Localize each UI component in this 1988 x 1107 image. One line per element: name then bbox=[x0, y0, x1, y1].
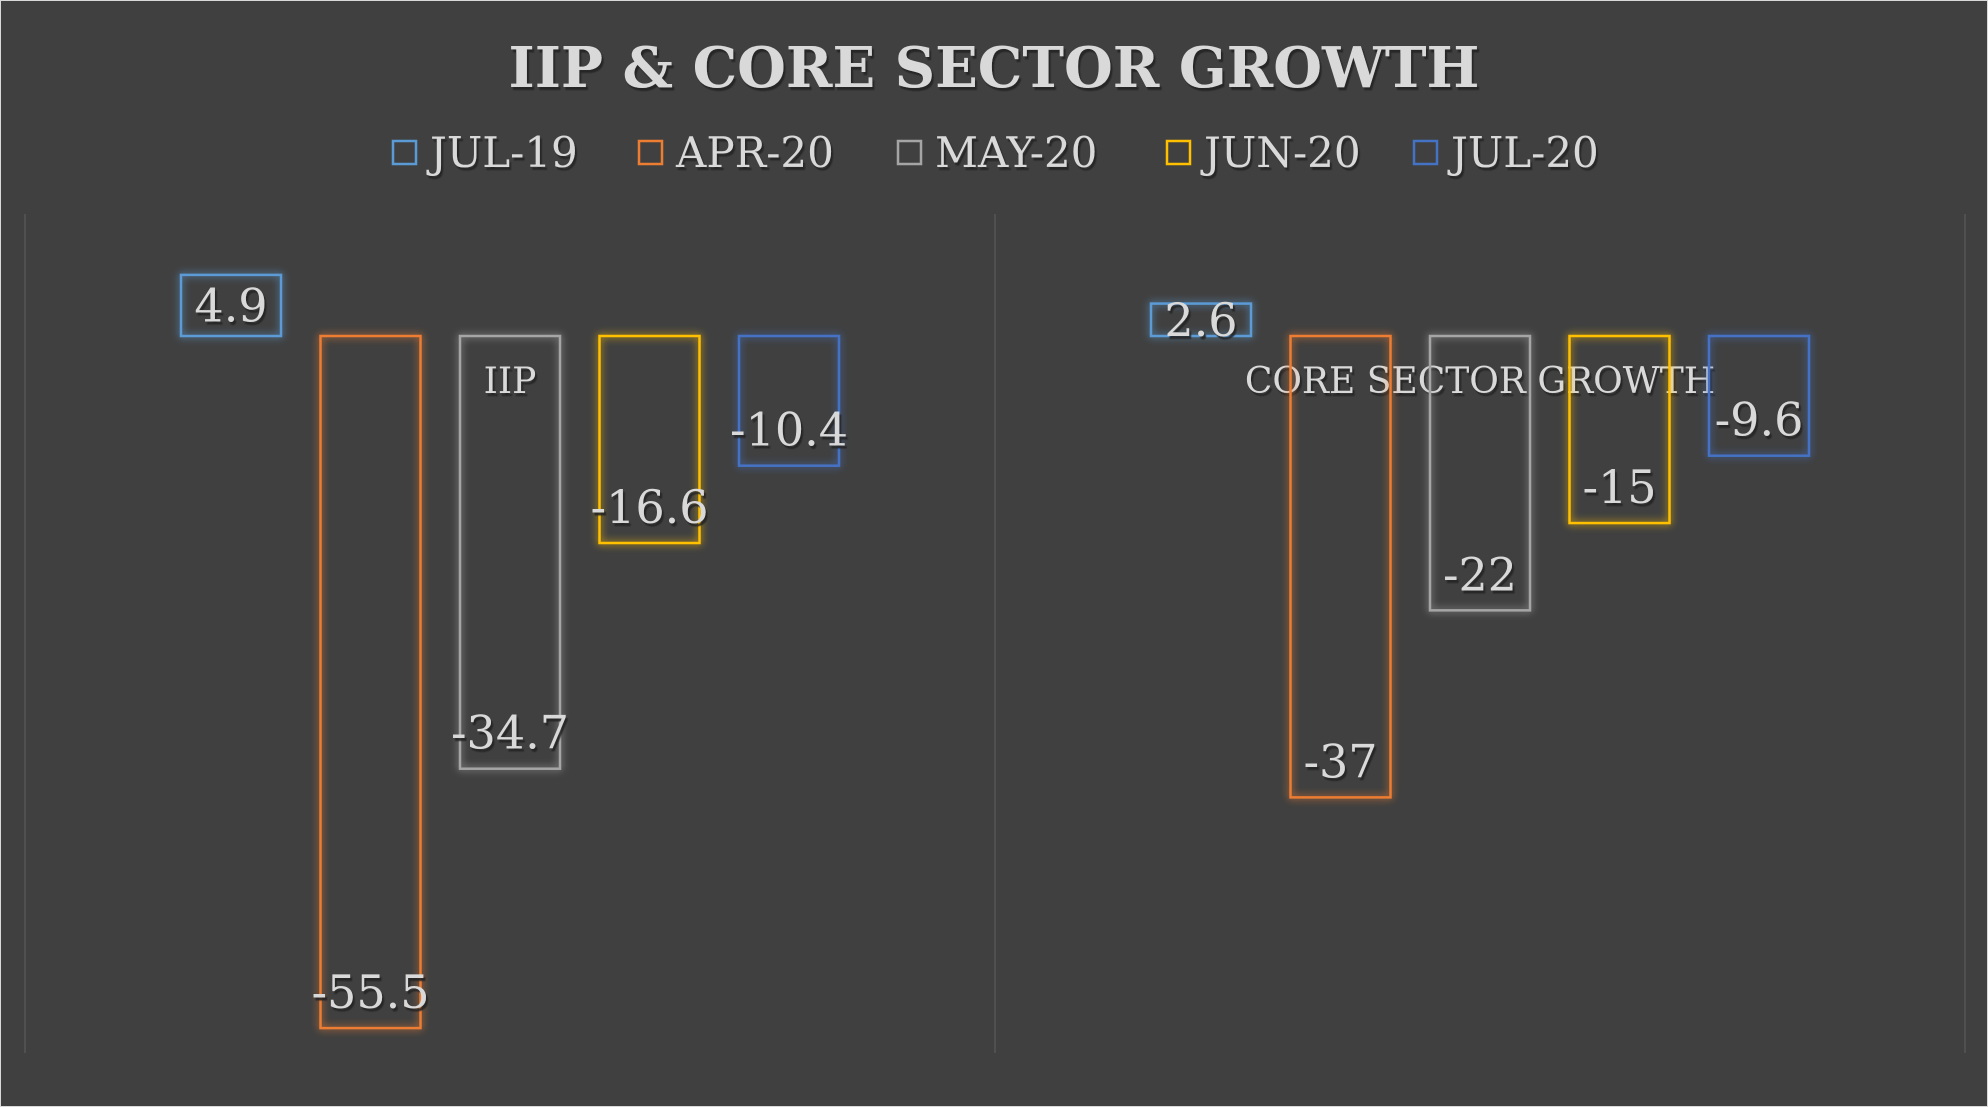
legend-swatch bbox=[896, 139, 923, 166]
data-label: -55.5 bbox=[312, 965, 430, 1019]
bar-jun-20 bbox=[1568, 334, 1671, 525]
data-label: -37 bbox=[1303, 734, 1377, 788]
chart-title: IIP & CORE SECTOR GROWTH bbox=[509, 35, 1480, 101]
data-label: -15 bbox=[1582, 460, 1656, 514]
data-label: -34.7 bbox=[451, 706, 569, 760]
data-label: 2.6 bbox=[1164, 293, 1237, 347]
bar-may-20 bbox=[458, 334, 562, 770]
legend-label: JUL-19 bbox=[426, 128, 578, 177]
bar-jul-20 bbox=[1707, 334, 1811, 457]
bar-jun-20 bbox=[598, 334, 701, 545]
bar-apr-20 bbox=[319, 334, 422, 1030]
bar-jul-20 bbox=[737, 334, 841, 467]
legend-label: JUN-20 bbox=[1200, 128, 1361, 177]
bar-may-20 bbox=[1428, 334, 1532, 612]
legend-swatch bbox=[637, 139, 664, 166]
bar-apr-20 bbox=[1289, 334, 1392, 799]
data-label: 4.9 bbox=[194, 278, 267, 332]
bar-jul-19 bbox=[179, 273, 283, 338]
legend: JUL-19 APR-20 MAY-20 JUN-20 JUL-20 bbox=[391, 128, 1599, 177]
bar-jul-19 bbox=[1149, 302, 1253, 338]
data-label: -9.6 bbox=[1715, 393, 1804, 447]
legend-swatch bbox=[1165, 139, 1192, 166]
category-label: CORE SECTOR GROWTH bbox=[1245, 361, 1715, 402]
category-label: IIP bbox=[484, 361, 537, 402]
legend-label: JUL-20 bbox=[1447, 128, 1599, 177]
legend-label: APR-20 bbox=[675, 128, 834, 177]
legend-label: MAY-20 bbox=[935, 128, 1097, 177]
data-label: -16.6 bbox=[591, 480, 709, 534]
data-label: -22 bbox=[1443, 547, 1517, 601]
data-label: -10.4 bbox=[730, 403, 848, 457]
legend-swatch bbox=[391, 139, 418, 166]
legend-swatch bbox=[1412, 139, 1439, 166]
plot-area: IIP 4.9 -55.5 -34.7 -16.6 -10.4 CORE SECTOR GR… bbox=[24, 214, 1966, 1053]
